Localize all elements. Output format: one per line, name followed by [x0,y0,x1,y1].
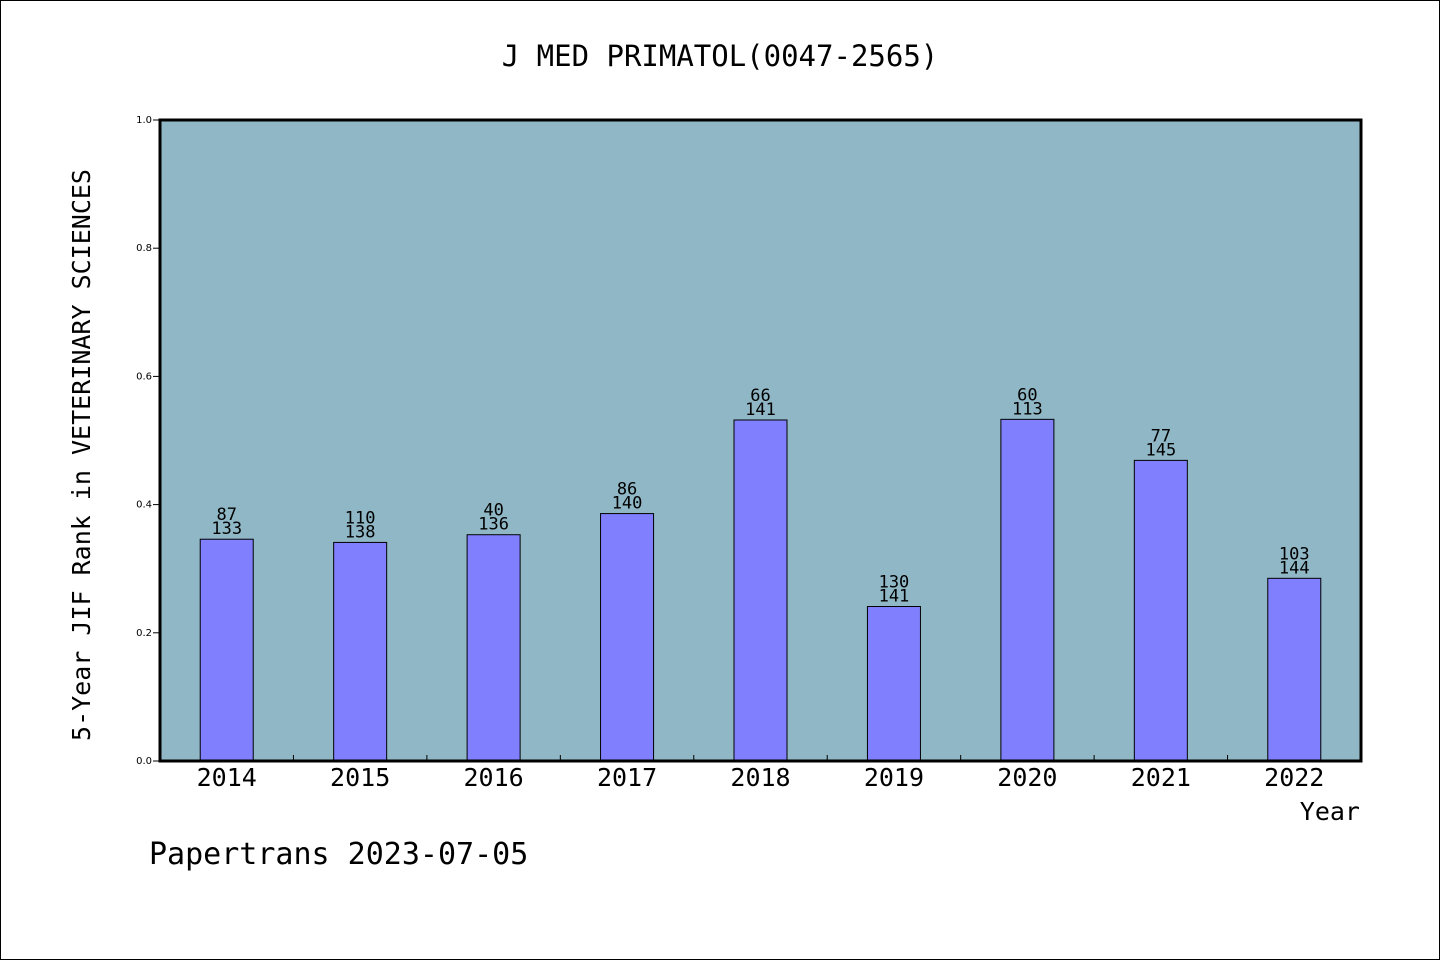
bar-label-rank: 60 [1017,385,1037,405]
x-tick-label: 2014 [197,763,257,792]
x-tick-label: 2015 [330,763,390,792]
bar-label-rank: 103 [1279,544,1310,564]
x-tick-label: 2016 [464,763,524,792]
bar-2020 [1000,418,1055,762]
x-tick-label: 2021 [1131,763,1191,792]
x-tick-label: 2019 [864,763,924,792]
x-axis-label: Year [1300,797,1360,826]
bar-label-total: 145 [1145,440,1176,460]
bar-label-total: 141 [879,587,910,607]
bar-label-rank: 130 [879,573,910,593]
bar-label-total: 138 [345,522,376,542]
y-tick-label: 0.6 [136,371,152,382]
y-tick-label: 0.4 [136,500,152,511]
x-tick-label: 2017 [597,763,657,792]
bar-label-total: 140 [612,494,643,514]
y-tick-label: 0.2 [136,628,152,639]
footer-credit: Papertrans 2023-07-05 [149,837,528,872]
bar-label-rank: 87 [216,505,236,525]
bar-label-total: 136 [478,515,509,535]
x-tick-label: 2018 [730,763,790,792]
y-axis-ticks: 0.0 0.2 0.4 0.6 0.8 1.0 [136,115,160,767]
plot-border [158,118,1363,763]
bar-label-rank: 66 [750,386,770,406]
x-tick-label: 2022 [1264,763,1324,792]
bar-label-total: 113 [1012,399,1043,419]
bar-label-total: 141 [745,400,776,420]
bar-2016 [466,534,521,762]
bar-label-total: 133 [211,519,242,539]
bar-label-rank: 86 [617,480,637,500]
x-axis-ticks: 2014 2015 2016 2017 2018 2019 2020 2021 2022 [197,755,1324,792]
y-axis-label: 5-Year JIF Rank in VETERINARY SCIENCES [67,169,96,741]
x-tick-label: 2020 [997,763,1057,792]
bars-layer [199,418,1322,762]
chart-title: J MED PRIMATOL(0047-2565) [502,39,939,73]
bar-label-rank: 77 [1151,426,1171,446]
bar-2018 [733,419,788,762]
y-tick-label: 0.0 [136,756,152,767]
bar-2022 [1267,577,1322,762]
bar-2019 [866,606,921,762]
bar-2014 [199,538,254,762]
bar-2015 [333,541,388,762]
bar-labels-layer: 8713311013840136861406614113014160113771… [211,385,1309,606]
bar-2021 [1133,459,1188,762]
y-tick-label: 0.8 [136,243,152,254]
bar-label-rank: 110 [345,508,376,528]
bar-2017 [600,513,655,762]
bar-label-total: 144 [1279,558,1310,578]
y-tick-label: 1.0 [136,115,152,126]
bar-label-rank: 40 [483,501,503,521]
